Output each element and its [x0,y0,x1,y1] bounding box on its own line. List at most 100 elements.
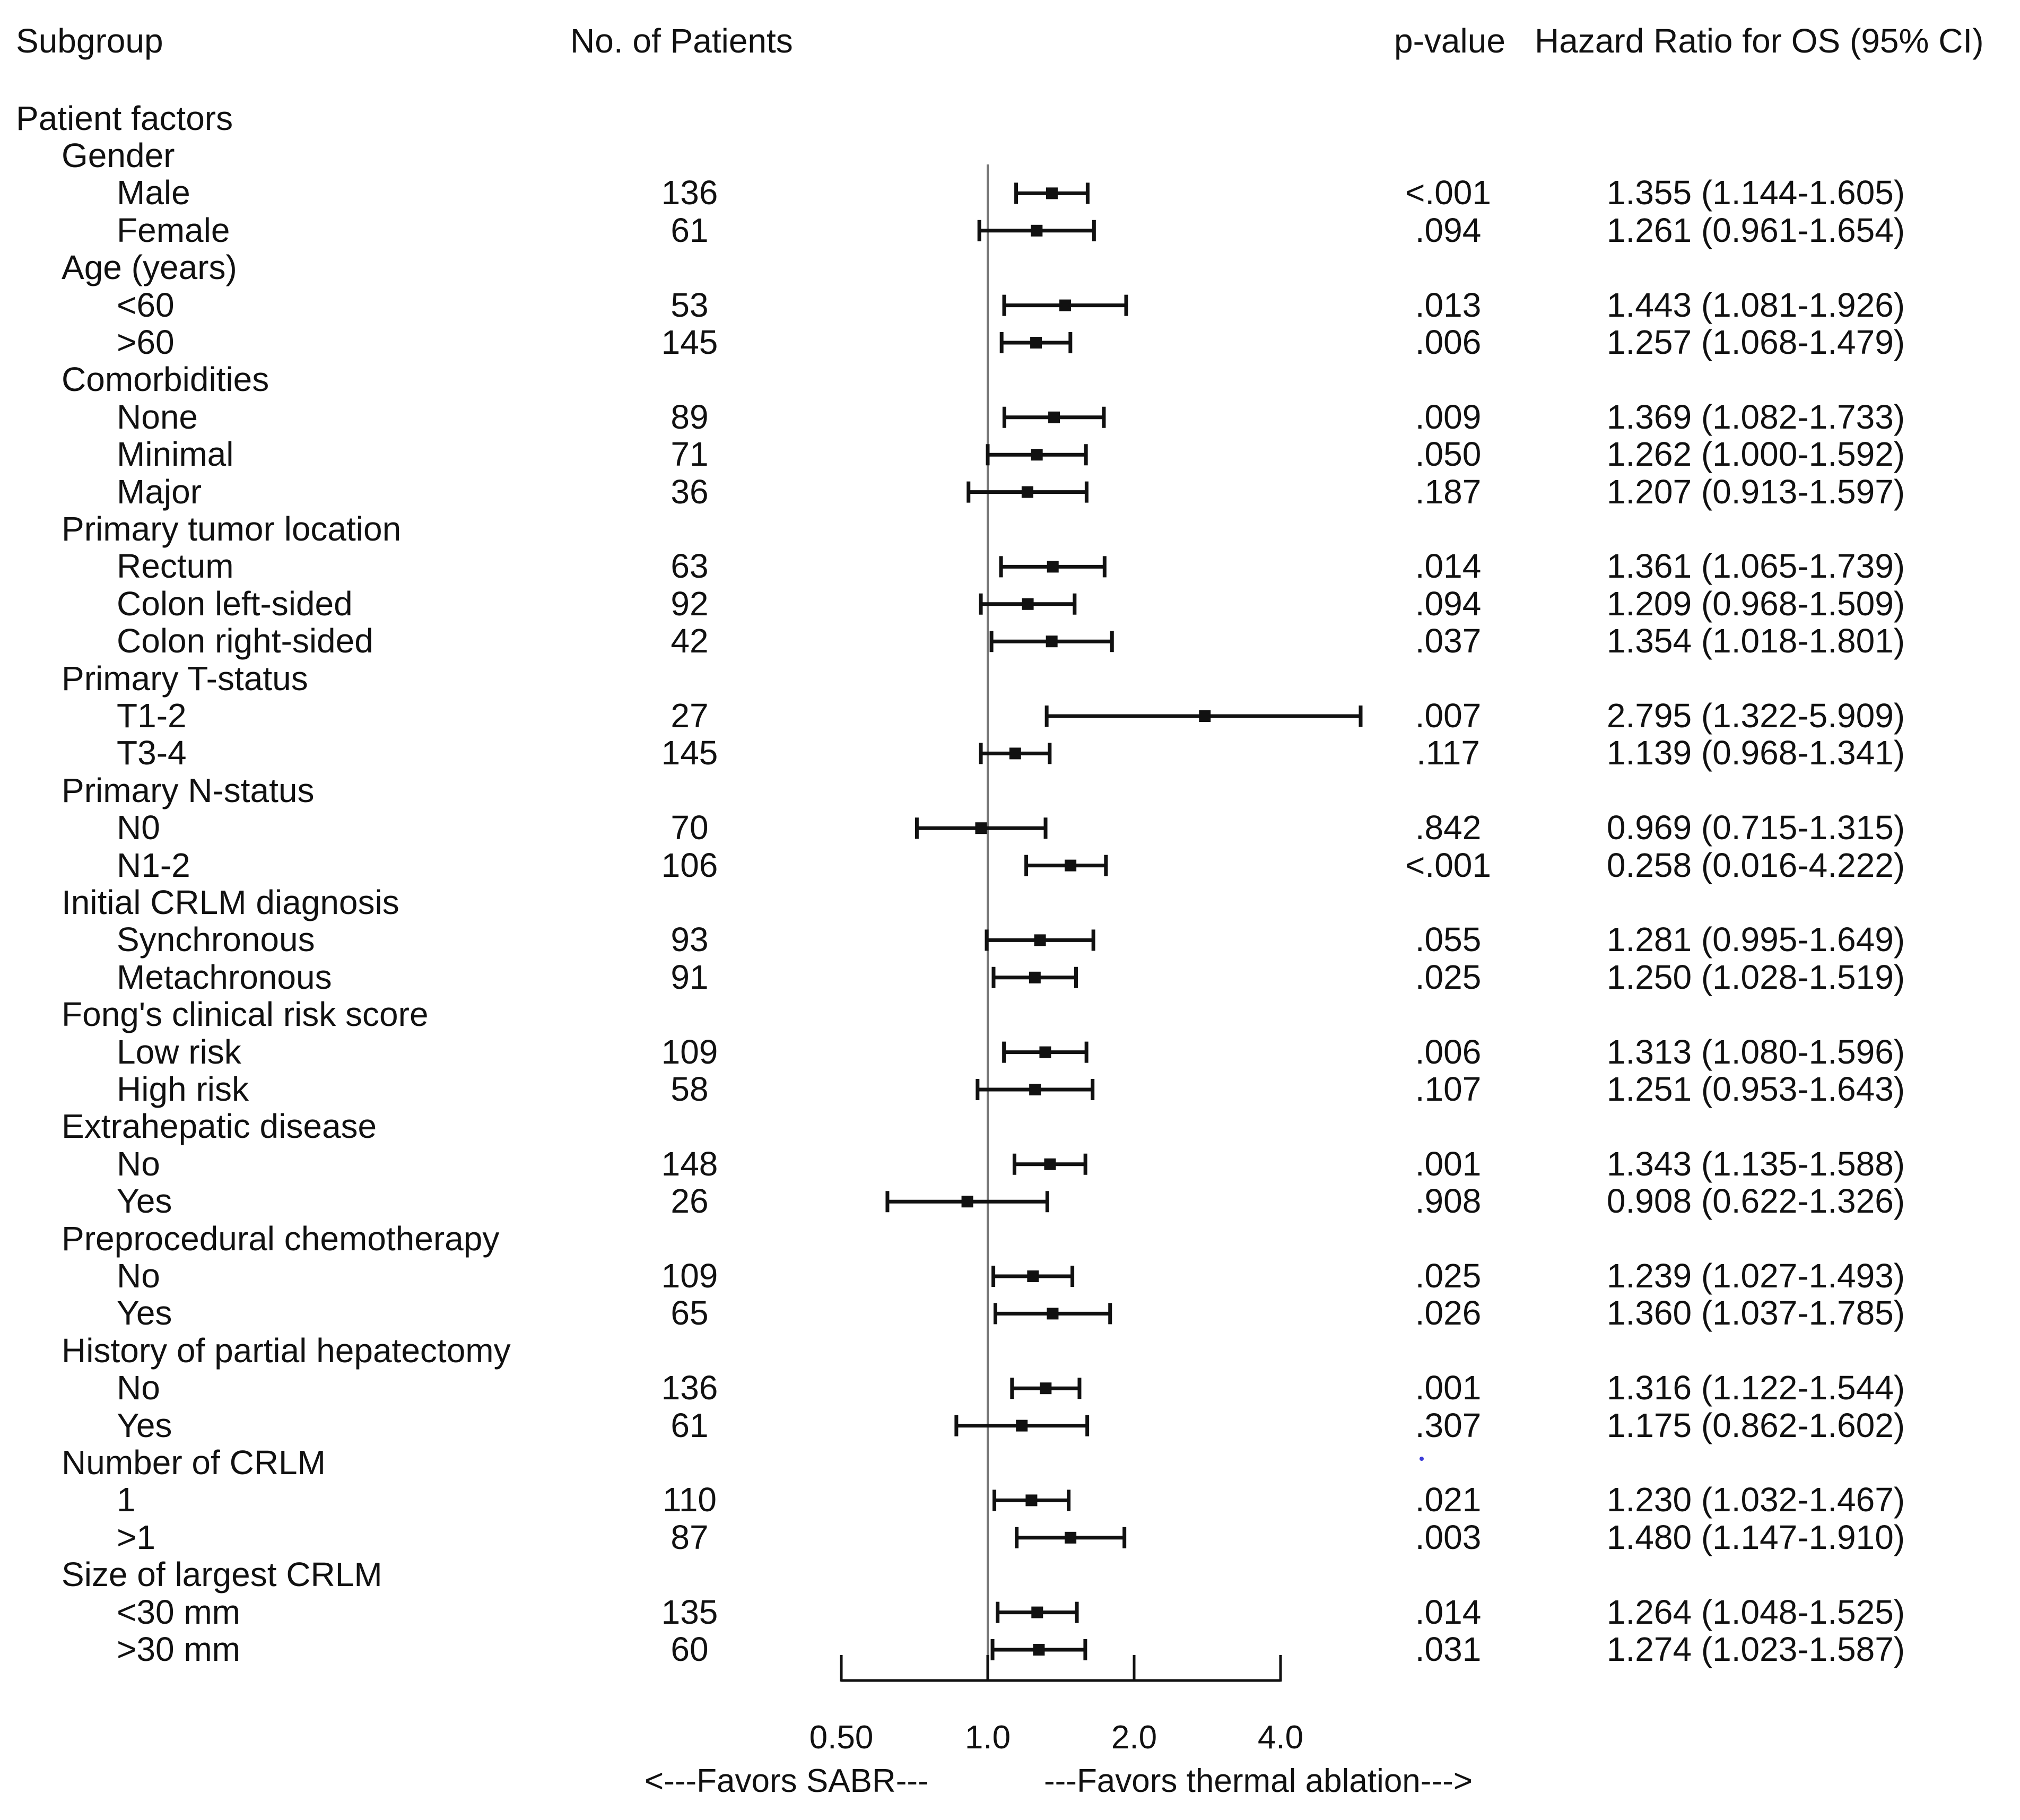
group-label: Size of largest CRLM [62,1555,382,1594]
group-label: Preprocedural chemotherapy [62,1219,500,1258]
subgroup-label: N1-2 [117,846,190,884]
subgroup-label: Yes [117,1294,172,1333]
hr-point [1047,561,1059,573]
hr-point [1029,1084,1041,1095]
p-value: .026 [1415,1294,1482,1333]
patient-count: 58 [671,1070,709,1108]
subgroup-label: >60 [117,323,175,361]
hazard-ratio-text: 1.281 (0.995-1.649) [1606,920,1905,959]
hazard-ratio-text: 0.258 (0.016-4.222) [1606,846,1905,884]
patient-count: 106 [661,846,718,884]
p-value: .025 [1415,957,1482,996]
hazard-ratio-text: 1.261 (0.961-1.654) [1606,211,1905,249]
p-value: .003 [1415,1518,1482,1556]
p-value: .107 [1415,1070,1482,1108]
group-label: Age (years) [62,248,237,287]
hazard-ratio-text: 1.209 (0.968-1.509) [1606,584,1905,623]
p-value: .187 [1415,472,1482,511]
subgroup-label: Major [117,472,202,511]
hazard-ratio-text: 0.969 (0.715-1.315) [1606,808,1905,847]
subgroup-label: 1 [117,1481,136,1519]
x-tick-label: 0.50 [809,1719,874,1756]
hr-point [1022,598,1034,610]
hazard-ratio-text: 1.250 (1.028-1.519) [1606,957,1905,996]
favors-right-label: ---Favors thermal ablation---> [1044,1763,1473,1799]
hr-point [1044,1158,1056,1170]
subgroup-label: No [117,1369,160,1407]
hr-point [1199,710,1211,722]
p-value: .117 [1416,734,1480,772]
patient-count: 61 [671,1406,709,1444]
group-label: History of partial hepatectomy [62,1331,511,1370]
hazard-ratio-text: 1.360 (1.037-1.785) [1606,1294,1905,1333]
hr-point [1025,1494,1038,1506]
header-pvalue: p-value [1394,22,1505,60]
subgroup-label: Synchronous [117,920,315,959]
p-value: .007 [1415,696,1482,735]
p-value: .094 [1415,584,1482,623]
p-value: .307 [1415,1406,1482,1444]
p-value: .001 [1415,1369,1482,1407]
hr-point [1029,971,1041,983]
patient-count: 36 [671,472,709,511]
patient-count: 110 [662,1481,717,1519]
p-value: .050 [1415,435,1482,474]
hr-point [1030,337,1042,349]
subgroup-label: >1 [117,1518,155,1556]
subgroup-label: Colon left-sided [117,584,353,623]
patient-count: 136 [661,173,718,212]
p-value: <.001 [1405,173,1491,212]
patient-count: 87 [671,1518,709,1556]
favors-left-label: <---Favors SABR--- [645,1763,929,1799]
p-value: .006 [1415,323,1482,361]
p-value: .025 [1415,1257,1482,1295]
hr-point [1046,635,1058,648]
p-value: .031 [1415,1630,1482,1668]
patient-count: 93 [671,920,709,959]
hazard-ratio-text: 1.369 (1.082-1.733) [1606,397,1905,436]
hr-point [1009,747,1021,760]
hazard-ratio-text: 1.343 (1.135-1.588) [1606,1144,1905,1183]
patient-count: 63 [671,547,709,586]
subgroup-label: Yes [117,1182,172,1221]
patient-count: 70 [671,808,709,847]
patient-count: 26 [671,1182,709,1221]
p-value: .001 [1415,1144,1482,1183]
hr-point [1031,224,1043,237]
patient-count: 109 [661,1032,718,1071]
hr-point [1059,299,1072,311]
p-value: .842 [1415,808,1482,847]
hazard-ratio-text: 1.230 (1.032-1.467) [1606,1481,1905,1519]
hr-point [1027,1270,1039,1282]
subgroup-label: Male [117,173,190,212]
group-label: Comorbidities [62,360,269,399]
patient-count: 136 [661,1369,718,1407]
hazard-ratio-text: 1.264 (1.048-1.525) [1606,1592,1905,1631]
patient-count: 109 [661,1257,718,1295]
p-value: .014 [1415,1592,1482,1631]
hr-point [1031,1606,1043,1618]
patient-count: 71 [671,435,709,474]
header-hazard-ratio: Hazard Ratio for OS (95% CI) [1535,22,1984,60]
p-value: .009 [1415,397,1482,436]
hazard-ratio-text: 1.480 (1.147-1.910) [1606,1518,1905,1556]
patient-count: 148 [661,1144,718,1183]
group-label: Fong's clinical risk score [62,995,429,1034]
p-value: .908 [1415,1182,1482,1221]
p-value: .094 [1415,211,1482,249]
patient-count: 89 [671,397,709,436]
section-title: Patient factors [16,99,233,137]
hazard-ratio-text: 1.257 (1.068-1.479) [1606,323,1905,361]
patient-count: 42 [671,622,709,660]
subgroup-label: Metachronous [117,957,332,996]
patient-count: 92 [671,584,709,623]
x-tick-label: 4.0 [1257,1719,1304,1756]
subgroup-label: Rectum [117,547,234,586]
subgroup-label: N0 [117,808,160,847]
hr-point [1065,1531,1077,1544]
hazard-ratio-text: 2.795 (1.322-5.909) [1606,696,1905,735]
group-label: Extrahepatic disease [62,1107,377,1146]
subgroup-label: Yes [117,1406,172,1444]
